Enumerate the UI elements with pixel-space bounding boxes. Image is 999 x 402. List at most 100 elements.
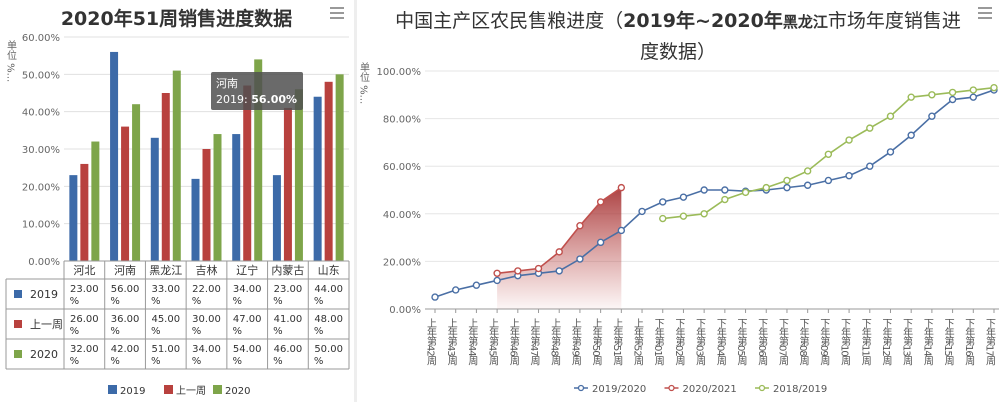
point-2018/2019-下年第05周	[741, 188, 750, 197]
left-y-tick-label: 50.00%	[22, 70, 60, 81]
bar-2019-河北	[69, 175, 78, 261]
point-2018/2019-下年第02周	[679, 212, 688, 220]
right-title-part-2: 2019年~2020年	[623, 10, 783, 32]
bar-2019-山东	[313, 96, 322, 261]
point-2019/2020-下年第02周	[679, 193, 688, 201]
table-cell-percent: %	[110, 296, 120, 307]
left-y-tick-label: 10.00%	[22, 220, 60, 231]
right-y-tick-label: 60.00%	[383, 162, 421, 173]
point-2020/2021-上年第45周	[493, 269, 501, 277]
point-2019/2020-上年第51周	[617, 226, 626, 235]
table-cell-percent: %	[110, 356, 120, 367]
legend-swatch-上一周	[164, 385, 173, 394]
x-tick-label: 上年第45周	[487, 318, 499, 367]
table-cell-2019-辽宁: 34.00%	[232, 284, 261, 307]
legend-marker-2018/2019	[758, 384, 766, 392]
x-tick-label: 下年第05周	[735, 318, 747, 367]
table-cell-2020-吉林: 34.00%	[192, 344, 221, 367]
point-2019/2020-下年第08周	[803, 181, 812, 189]
bar-上一周-辽宁	[243, 85, 252, 262]
x-tick-label: 下年第15周	[942, 318, 954, 367]
point-2018/2019-下年第09周	[824, 150, 833, 159]
table-cell-2019-河北: 23.00%	[70, 284, 99, 307]
table-cell-number: 33.00	[151, 284, 180, 295]
tooltip-series-name: 2019:	[216, 93, 251, 106]
right-menu-icon[interactable]	[978, 4, 992, 22]
left-menu-icon[interactable]	[330, 4, 344, 22]
table-cell-number: 36.00	[111, 314, 140, 325]
left-y-tick-label: 0.00%	[28, 257, 60, 268]
table-cell-percent: %	[273, 326, 283, 337]
tooltip-value: 56.00%	[251, 93, 297, 106]
table-cell-2019-吉林: 22.00%	[192, 284, 221, 307]
x-tick-label: 下年第01周	[652, 318, 664, 367]
table-cell-number: 48.00	[314, 314, 343, 325]
left-y-tick-label: 60.00%	[22, 33, 60, 44]
bar-上一周-河南	[121, 126, 130, 261]
x-tick-label: 下年第13周	[901, 318, 913, 367]
table-cell-percent: %	[273, 356, 283, 367]
point-2019/2020-上年第45周	[493, 276, 501, 285]
bar-2019-吉林	[191, 178, 200, 261]
x-tick-label: 下年第17周	[984, 318, 996, 367]
bar-2019-内蒙古	[272, 175, 281, 261]
table-cell-percent: %	[232, 296, 242, 307]
point-2019/2020-上年第42周	[431, 293, 439, 301]
table-cell-上一周-辽宁: 47.00%	[232, 314, 261, 337]
table-cell-percent: %	[232, 326, 242, 337]
bar-2020-山东	[335, 74, 344, 261]
table-cell-2020-黑龙江: 51.00%	[151, 344, 180, 367]
left-chart-panel: 2020年51周销售进度数据 单位 %... 0.00% 10.00% 20.00% 3…	[0, 0, 353, 402]
tooltip-box	[211, 72, 303, 110]
right-y-tick-label: 40.00%	[383, 210, 421, 221]
legend-label-2020: 2020	[225, 386, 250, 397]
table-cell-number: 23.00	[274, 284, 303, 295]
table-cell-number: 50.00	[314, 344, 343, 355]
bar-2020-辽宁	[254, 59, 263, 262]
right-y-tick-label: 80.00%	[383, 115, 421, 126]
table-cell-上一周-河南: 36.00%	[110, 314, 139, 337]
left-y-tick-label: 20.00%	[22, 182, 60, 193]
table-cell-percent: %	[110, 326, 120, 337]
point-2018/2019-下年第11周	[866, 124, 874, 132]
table-cell-percent: %	[151, 356, 161, 367]
table-cell-number: 47.00	[233, 314, 262, 325]
table-series-label: 2020	[30, 348, 58, 361]
table-cell-上一周-河北: 26.00%	[70, 314, 99, 337]
x-tick-label: 下年第09周	[818, 318, 830, 367]
point-2019/2020-下年第12周	[886, 148, 895, 156]
point-2019/2020-下年第11周	[866, 162, 874, 170]
point-2019/2020-上年第49周	[576, 255, 584, 263]
point-2019/2020-下年第15周	[948, 95, 957, 104]
table-legend-swatch-上一周	[14, 320, 22, 328]
bar-tooltip: 河南 2019: 56.00%	[211, 72, 303, 110]
point-2018/2019-下年第10周	[845, 136, 853, 144]
table-cell-number: 34.00	[192, 344, 221, 355]
table-cell-number: 41.00	[274, 314, 303, 325]
table-cell-number: 34.00	[233, 284, 262, 295]
point-2018/2019-下年第01周	[659, 214, 667, 223]
table-cell-2019-内蒙古: 23.00%	[273, 284, 302, 307]
table-cell-percent: %	[232, 356, 242, 367]
bar-上一周-河北	[80, 163, 89, 261]
point-2019/2020-上年第43周	[452, 286, 460, 294]
table-cell-number: 32.00	[70, 344, 99, 355]
table-cell-number: 42.00	[111, 344, 140, 355]
legend-label-2019/2020: 2019/2020	[592, 384, 646, 395]
table-cell-2020-河南: 42.00%	[110, 344, 139, 367]
x-category-label: 内蒙古	[271, 263, 304, 277]
bar-2019-辽宁	[232, 134, 241, 261]
bar-2020-内蒙古	[294, 89, 303, 262]
point-2018/2019-下年第04周	[721, 195, 729, 204]
right-title-part-1: 中国主产区农民售粮进度（	[395, 10, 624, 32]
table-cell-number: 22.00	[192, 284, 221, 295]
legend-label-2020/2021: 2020/2021	[683, 384, 737, 395]
x-tick-label: 上年第42周	[425, 318, 437, 367]
table-cell-percent: %	[192, 326, 202, 337]
table-series-label: 2019	[30, 288, 58, 301]
bar-上一周-黑龙江	[161, 93, 170, 261]
table-cell-percent: %	[192, 356, 202, 367]
table-cell-number: 45.00	[151, 314, 180, 325]
legend-marker-2019/2020	[577, 384, 585, 392]
